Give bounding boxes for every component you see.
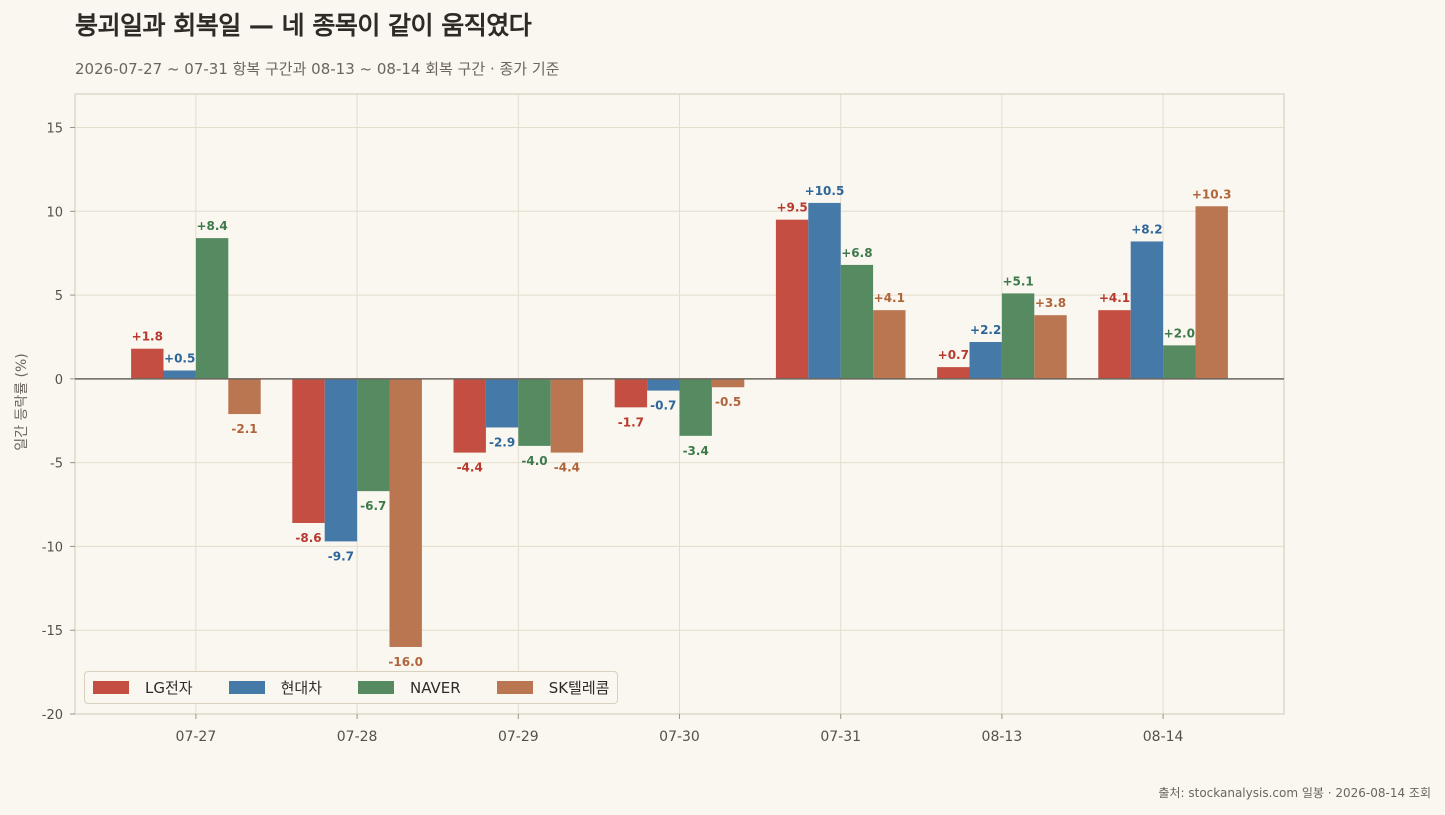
- bar-0-5: [937, 367, 970, 379]
- axes: -20 -15 -10 -5 0 5 10 15 07-27 07-28 07-29 07-30 07-…: [14, 93, 1285, 745]
- legend-label-naver: NAVER: [410, 678, 461, 697]
- legend-swatch-hyundai: [228, 681, 265, 694]
- bar-0-1: [292, 378, 325, 523]
- data-label-2-5: +5.1: [1002, 274, 1033, 288]
- bar-3-6: [1195, 206, 1228, 379]
- legend-item-hyundai: 현대차: [228, 677, 322, 698]
- legend-label-sktelecom: SK텔레콤: [548, 679, 610, 697]
- data-label-1-3: -0.7: [650, 399, 676, 413]
- y-tick-label: -15: [42, 624, 63, 639]
- data-label-3-4: +4.1: [874, 291, 905, 305]
- y-tick-label: 0: [55, 373, 63, 388]
- data-label-2-4: +6.8: [841, 246, 872, 260]
- bar-3-1: [389, 378, 422, 647]
- bar-0-4: [775, 219, 809, 379]
- bar-1-6: [1130, 241, 1164, 379]
- y-axis-label: 일간 등락률 (%): [14, 353, 30, 451]
- source-note: 출처: stockanalysis.com 일봉 · 2026-08-14 조회: [1158, 786, 1431, 800]
- data-label-3-2: -4.4: [554, 461, 580, 475]
- bar-1-2: [485, 378, 519, 428]
- data-label-1-5: +2.2: [970, 323, 1001, 337]
- bar-3-4: [873, 310, 906, 379]
- data-label-0-5: +0.7: [938, 348, 969, 362]
- data-label-2-0: +8.4: [196, 219, 227, 233]
- x-tick-label: 07-30: [659, 729, 700, 745]
- bar-3-3: [711, 378, 745, 388]
- data-label-0-1: -8.6: [295, 531, 321, 545]
- chart-title: 붕괴일과 회복일 — 네 종목이 같이 움직였다: [75, 11, 532, 40]
- data-label-1-6: +8.2: [1131, 222, 1162, 236]
- bar-1-3: [647, 378, 680, 391]
- data-label-2-1: -6.7: [360, 499, 386, 513]
- y-tick-label: -10: [42, 540, 63, 555]
- data-label-0-4: +9.5: [776, 201, 807, 215]
- data-label-3-6: +10.3: [1192, 187, 1232, 201]
- x-tick-label: 07-28: [337, 729, 378, 745]
- data-label-2-3: -3.4: [683, 444, 709, 458]
- legend-item-sktelecom: SK텔레콤: [496, 677, 610, 698]
- bar-1-0: [163, 370, 196, 379]
- chart-subtitle: 2026-07-27 ~ 07-31 항복 구간과 08-13 ~ 08-14 …: [75, 60, 560, 78]
- x-tick-label: 07-27: [176, 729, 217, 745]
- y-tick-label: 10: [46, 205, 63, 220]
- data-label-3-5: +3.8: [1035, 296, 1066, 310]
- data-label-0-2: -4.4: [457, 461, 483, 475]
- y-tick-label: 5: [55, 289, 63, 304]
- legend-swatch-sktelecom: [496, 681, 533, 694]
- x-tick-label: 07-29: [498, 729, 539, 745]
- bar-3-5: [1034, 315, 1067, 379]
- bar-2-4: [840, 264, 874, 379]
- y-tick-label: -5: [50, 457, 63, 472]
- data-label-3-3: -0.5: [715, 395, 741, 409]
- legend-label-hyundai: 현대차: [280, 679, 322, 697]
- y-tick-label: 15: [46, 122, 63, 137]
- data-label-1-0: +0.5: [164, 351, 195, 365]
- bar-2-0: [195, 238, 229, 379]
- data-label-1-2: -2.9: [489, 435, 515, 449]
- data-label-0-6: +4.1: [1099, 291, 1130, 305]
- x-tick-label: 07-31: [820, 729, 861, 745]
- x-tick-label: 08-14: [1143, 729, 1184, 745]
- legend-item-naver: NAVER: [358, 679, 461, 697]
- bars: [131, 202, 1228, 647]
- legend-swatch-naver: [358, 681, 394, 694]
- bar-3-2: [550, 378, 584, 453]
- legend-item-lg: LG전자: [93, 677, 193, 698]
- bar-1-1: [324, 378, 358, 542]
- data-label-2-2: -4.0: [521, 454, 547, 468]
- data-label-1-4: +10.5: [805, 184, 845, 198]
- bar-1-5: [969, 342, 1002, 379]
- bar-0-2: [453, 378, 486, 453]
- bar-2-1: [357, 378, 390, 492]
- data-label-3-0: -2.1: [231, 422, 257, 436]
- bar-0-3: [614, 378, 648, 408]
- bar-2-6: [1163, 345, 1196, 379]
- bar-2-5: [1001, 293, 1035, 379]
- data-label-0-0: +1.8: [132, 330, 163, 344]
- y-tick-label: -20: [42, 708, 63, 723]
- data-label-3-1: -16.0: [388, 655, 423, 669]
- data-label-1-1: -9.7: [328, 549, 354, 563]
- data-labels: +1.8 -8.6 -4.4 -1.7 +9.5 +0.7 +4.1 +0.5 -9.7 -2.9…: [132, 184, 1232, 669]
- bar-0-6: [1098, 310, 1131, 379]
- legend: LG전자 현대차 NAVER SK텔레콤: [84, 671, 619, 704]
- data-label-0-3: -1.7: [618, 415, 644, 429]
- bar-2-3: [679, 378, 712, 436]
- bar-1-4: [808, 202, 841, 379]
- bar-0-0: [131, 348, 164, 379]
- bar-3-0: [228, 378, 261, 415]
- bar-2-2: [518, 378, 551, 446]
- x-tick-label: 08-13: [982, 729, 1023, 745]
- legend-label-lg: LG전자: [145, 679, 193, 697]
- legend-swatch-lg: [93, 681, 129, 694]
- data-label-2-6: +2.0: [1164, 326, 1195, 340]
